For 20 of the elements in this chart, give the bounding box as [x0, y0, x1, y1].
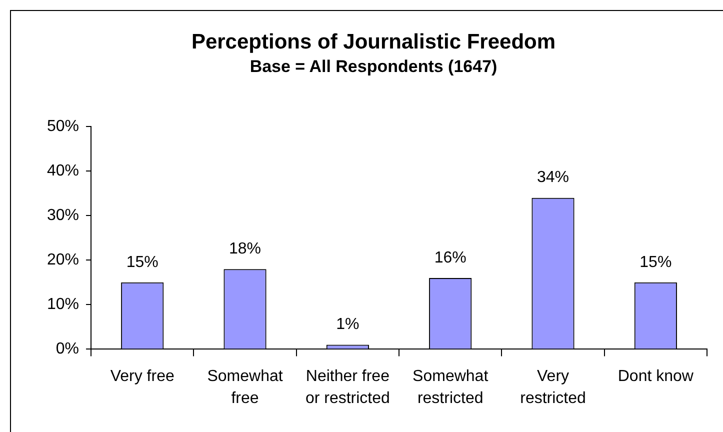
y-tick-label: 40% — [46, 162, 80, 180]
x-tick-label: Somewhat free — [207, 368, 284, 408]
data-label: 15% — [126, 254, 158, 271]
data-label: 18% — [229, 240, 262, 258]
x-tick-label: Somewhat restricted — [412, 368, 489, 408]
y-tick-label: 50% — [46, 118, 80, 136]
x-tick-label: Very free — [110, 368, 174, 385]
x-tick-label: Neither free or restricted — [305, 368, 390, 408]
data-label: 1% — [336, 316, 360, 334]
data-label: 34% — [536, 169, 570, 186]
y-tick-label: 30% — [46, 207, 80, 224]
y-tick-label: 20% — [46, 252, 80, 269]
data-label: 15% — [640, 254, 672, 271]
x-tick-label: Very restricted — [520, 368, 586, 408]
y-tick-label: 10% — [46, 296, 80, 314]
chart-subtitle: Base = All Respondents (1647) — [250, 57, 498, 76]
y-tick-label: 0% — [56, 340, 80, 358]
data-label: 16% — [434, 249, 466, 266]
x-tick-label: Dont know — [618, 368, 694, 385]
chart-title: Perceptions of Journalistic Freedom — [191, 30, 556, 54]
